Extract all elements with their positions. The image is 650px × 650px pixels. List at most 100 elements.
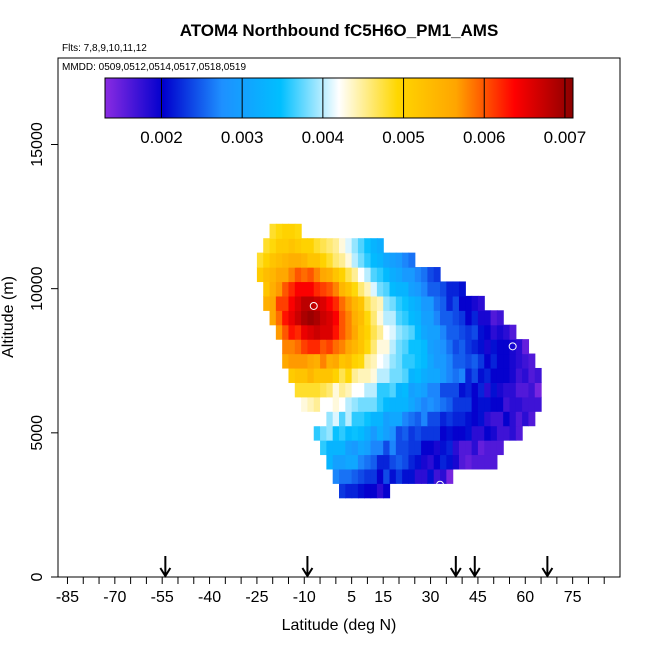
sample-marker [537, 425, 546, 434]
heatmap-cell [282, 295, 290, 311]
heatmap-cell [477, 440, 485, 456]
heatmap-cell [465, 310, 473, 326]
heatmap-cell [339, 483, 346, 499]
heatmap-cell [402, 310, 410, 326]
heatmap-cell [370, 353, 378, 369]
heatmap-cell [402, 252, 410, 268]
heatmap-cell [376, 281, 384, 297]
heatmap-cell [332, 267, 340, 283]
heatmap-cell [383, 267, 391, 283]
heatmap-cell [433, 267, 441, 283]
heatmap-cell [263, 238, 271, 254]
heatmap-cell [433, 281, 441, 297]
heatmap-cell [503, 353, 511, 369]
heatmap-cell [458, 353, 466, 369]
heatmap-cell [477, 454, 485, 470]
heatmap-cell [389, 310, 397, 326]
heatmap-cell [313, 238, 321, 254]
heatmap-cell [440, 440, 447, 456]
heatmap-cell [301, 267, 309, 283]
heatmap-cell [345, 339, 353, 355]
heatmap-cell [345, 324, 353, 340]
heatmap-cell [471, 367, 479, 383]
heatmap-cell [294, 367, 302, 383]
heatmap-cell [427, 468, 435, 484]
heatmap-cell [395, 339, 403, 355]
heatmap-cell [345, 468, 353, 484]
heatmap-cell [408, 440, 416, 456]
heatmap-cell [307, 252, 315, 268]
heatmap-cell [313, 425, 321, 441]
heatmap-cell [427, 310, 435, 326]
heatmap-cell [376, 411, 384, 427]
heatmap-cell [376, 295, 384, 311]
heatmap-cell [269, 252, 277, 268]
heatmap-cell [357, 252, 365, 268]
heatmap-cell [433, 425, 441, 441]
heatmap-cell [351, 252, 359, 268]
heatmap-cell [301, 281, 309, 297]
heatmap-cell [332, 382, 340, 398]
heatmap-cell [458, 440, 466, 456]
heatmap-cell [275, 223, 283, 239]
heatmap-cell [477, 339, 485, 355]
x-tick-label: 5 [347, 589, 356, 606]
heatmap-cell [408, 468, 416, 484]
heatmap-cell [370, 367, 378, 383]
heatmap-cell [364, 281, 372, 297]
heatmap-cell [376, 382, 384, 398]
heatmap-cell [326, 440, 334, 456]
dates-note: MMDD: 0509,0512,0514,0517,0518,0519 [62, 62, 246, 73]
heatmap-cell [408, 267, 416, 283]
heatmap-cell [326, 396, 334, 412]
heatmap-cell [458, 295, 466, 311]
sample-markers [309, 301, 546, 489]
heatmap-cell [339, 382, 346, 398]
heatmap-cell [496, 367, 504, 383]
heatmap-cell [320, 252, 327, 268]
heatmap-cell [364, 454, 372, 470]
heatmap-cell [332, 310, 340, 326]
heatmap-cell [370, 425, 378, 441]
heatmap-cell [376, 252, 384, 268]
heatmap-cell [490, 411, 498, 427]
heatmap-cell [301, 339, 309, 355]
heatmap-cell [433, 440, 441, 456]
heatmap-cell [263, 267, 271, 283]
heatmap-cell [477, 353, 485, 369]
heatmap-cell [269, 281, 277, 297]
heatmap-cell [389, 267, 397, 283]
heatmap-cell [351, 396, 359, 412]
heatmap-cell [357, 411, 365, 427]
heatmap-cell [440, 411, 447, 427]
heatmap-cell [408, 339, 416, 355]
heatmap-cell [332, 440, 340, 456]
heatmap-cell [414, 367, 422, 383]
heatmap-cell [326, 267, 334, 283]
heatmap-cell [471, 310, 479, 326]
heatmap-cell [389, 382, 397, 398]
heatmap-cell [370, 281, 378, 297]
heatmap-cell [458, 310, 466, 326]
heatmap-cell [307, 267, 315, 283]
heatmap-cell [490, 382, 498, 398]
heatmap-cell [515, 396, 523, 412]
heatmap-cell [357, 238, 365, 254]
heatmap-cell [345, 281, 353, 297]
heatmap-cell [408, 252, 416, 268]
heatmap-cell [269, 223, 277, 239]
heatmap-cell [421, 324, 428, 340]
heatmap-cell [433, 339, 441, 355]
colorbar-ticks: 0.002 0.003 0.004 0.005 0.006 0.007 [140, 78, 586, 147]
heatmap-cell [339, 295, 346, 311]
heatmap-cell [446, 310, 454, 326]
heatmap-cell [383, 468, 391, 484]
heatmap-cell [484, 382, 492, 398]
heatmap-cell [433, 324, 441, 340]
heatmap-cell [515, 425, 523, 441]
heatmap-cell [351, 425, 359, 441]
heatmap-cell [421, 353, 428, 369]
heatmap-cell [364, 425, 372, 441]
heatmap-cell [383, 353, 391, 369]
heatmap-cell [408, 281, 416, 297]
